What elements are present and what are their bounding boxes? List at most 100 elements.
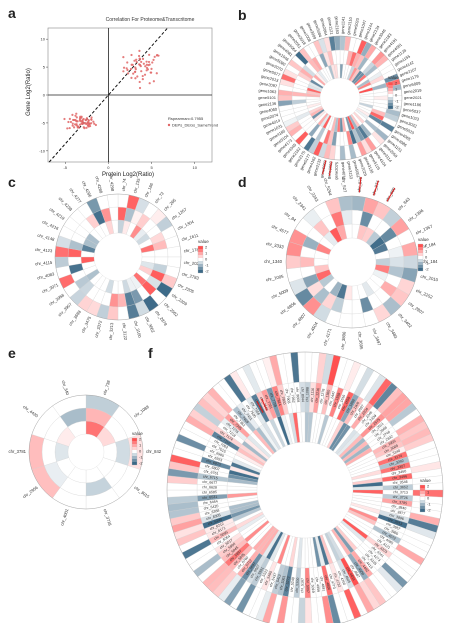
sector-label: chr_5097 [305, 578, 309, 593]
legend-tick: -2 [395, 105, 399, 110]
sector-label: chr_3008 [384, 444, 399, 454]
legend-swatch [388, 100, 393, 103]
data-point [130, 53, 133, 57]
sector-label: gene1121 [327, 17, 334, 36]
y-tick-label: 10 [41, 37, 46, 42]
heat-cell [28, 434, 45, 470]
sector-label: gene1179 [401, 73, 420, 83]
data-point [148, 82, 151, 85]
legend-title: value [418, 237, 429, 242]
sector-label: chr_4123 [35, 247, 53, 254]
sector-label: chr_1357 [415, 223, 434, 235]
legend-swatch [388, 103, 393, 106]
sector-label: gene1186 [404, 101, 423, 108]
sector-label: chr_72 [153, 190, 165, 204]
outer-ring [277, 35, 403, 161]
sector-label: chr_4286 [81, 180, 93, 199]
data-point [78, 118, 82, 121]
sector-label: chr_6064 [216, 534, 231, 545]
sector-label: chr_1380 [324, 389, 331, 405]
sector-label: chr_4856 [279, 300, 297, 315]
sector-label: chr_7903 [284, 388, 291, 403]
sector-label: chr_4631 [345, 566, 356, 581]
sector-label: chr_2252 [415, 288, 434, 300]
data-point [132, 72, 135, 75]
data-point [143, 73, 147, 76]
sector-label: chr_5437 [269, 572, 278, 587]
data-point [144, 65, 147, 68]
sector-label: chr_2956 [22, 485, 40, 500]
data-point [138, 80, 141, 84]
data-point [82, 117, 85, 121]
highlight-mark [256, 401, 264, 413]
legend-tick: -2 [425, 267, 429, 272]
sector-label: chr_265 [163, 197, 178, 212]
legend-swatch [420, 506, 425, 509]
sector-label: chr_3688 [68, 309, 82, 327]
legend-swatch [132, 447, 137, 450]
data-point [71, 122, 74, 125]
legend-title: value [198, 239, 209, 244]
data-point [74, 114, 77, 117]
data-point [80, 116, 83, 119]
data-point [148, 63, 151, 66]
data-point [90, 116, 93, 119]
sector-label: chr_3100 [133, 320, 143, 339]
sector-label: chr_738 [102, 379, 112, 396]
sector-label: chr_3840 [391, 504, 406, 511]
legend-tick: -2 [205, 269, 209, 274]
sector-label: chr_6420 [203, 504, 218, 511]
sector-label: chr_8008 [295, 387, 300, 402]
data-point [134, 70, 137, 73]
sector-label: chr_3695 [357, 331, 364, 350]
legend-swatch [132, 453, 137, 456]
legend-swatch [388, 106, 393, 109]
sector-label: chr_6464 [203, 499, 218, 505]
sector-label: gene2075 [333, 161, 339, 180]
legend-swatch [388, 91, 393, 94]
sector-label: chr_3958 [48, 292, 66, 306]
sector-label: chr_186 [143, 182, 154, 198]
highlight-mark [373, 180, 379, 196]
sector-label: chr_5522 [259, 569, 269, 584]
sector-label: chr_6212 [209, 522, 224, 531]
data-point [77, 126, 80, 129]
legend-tick: 1 [395, 87, 398, 92]
sector-label: chr_135 [132, 177, 141, 194]
heat-cell [299, 256, 315, 268]
legend-swatch [388, 94, 393, 97]
sector-label: chr_2562 [163, 302, 179, 318]
panel-label-d: d [238, 174, 247, 190]
legend-swatch [420, 494, 425, 497]
legend-marker [167, 123, 171, 127]
sector-label: chr_4587 [349, 564, 360, 579]
legend-swatch [132, 459, 137, 462]
sector-label: chr_843 [397, 196, 412, 211]
sector-label: chr_1005 [265, 274, 284, 283]
sector-label: gene4014 [262, 117, 281, 128]
data-point [75, 120, 78, 123]
outer-ring [54, 193, 182, 321]
sector-label: chr_1116 [310, 388, 315, 403]
heat-cell [403, 254, 419, 270]
legend-title: value [388, 75, 399, 80]
data-point [82, 126, 85, 129]
y-tick-label: 5 [43, 65, 46, 70]
sector-label: chr_4577 [271, 224, 290, 236]
sector-label: chr_5248 [290, 577, 296, 592]
legend-swatch [418, 259, 423, 262]
sector-label: chr_4219 [48, 207, 66, 221]
sector-label: chr_4288 [94, 176, 104, 195]
sector-label: chr_4083 [37, 271, 56, 281]
y-tick-label: -10 [39, 148, 46, 153]
sector-label: chr_4956 [315, 577, 321, 592]
sector-label: chr_6017 [219, 538, 234, 550]
legend-tick: 0 [427, 496, 430, 501]
legend-swatch [198, 264, 203, 267]
sector-label: chr_5627 [249, 564, 260, 579]
data-point [130, 63, 133, 66]
sector-label: chr_3213 [108, 322, 115, 340]
legend-swatch [198, 246, 203, 249]
highlight-mark [261, 398, 268, 411]
